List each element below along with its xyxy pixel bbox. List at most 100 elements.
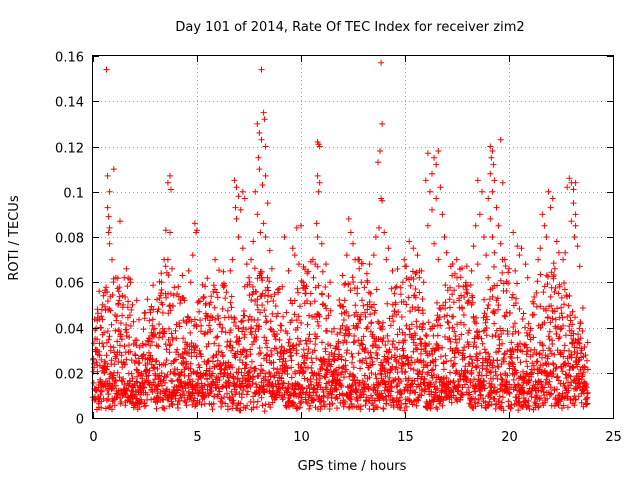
data-point [443, 374, 450, 381]
data-point [582, 352, 589, 359]
data-point [576, 340, 583, 347]
data-point [138, 399, 145, 406]
data-point [174, 366, 181, 373]
data-point [498, 331, 505, 337]
data-point [231, 316, 238, 323]
data-point [225, 406, 231, 413]
data-point [266, 247, 273, 254]
data-point [478, 335, 485, 342]
data-point [472, 395, 479, 402]
data-point [114, 338, 121, 345]
data-point [315, 282, 322, 289]
data-point [556, 334, 563, 340]
data-point [319, 268, 326, 275]
data-point [359, 341, 366, 348]
data-point [304, 350, 311, 357]
data-point [378, 371, 385, 378]
data-point [246, 378, 253, 385]
data-point [93, 359, 100, 366]
data-point [537, 245, 544, 252]
data-point [512, 328, 519, 335]
data-point [186, 343, 193, 350]
data-point [497, 277, 504, 284]
data-point [258, 394, 265, 401]
data-point [257, 309, 263, 316]
data-point [495, 302, 502, 309]
data-point [499, 394, 506, 401]
data-point [104, 204, 111, 211]
data-point [294, 324, 301, 331]
data-point [361, 372, 368, 379]
data-point [425, 369, 432, 376]
data-point [268, 347, 275, 354]
data-point [583, 401, 590, 408]
data-point [554, 305, 561, 312]
data-point [568, 218, 575, 225]
data-point [327, 342, 334, 349]
data-point [272, 303, 279, 309]
data-point [123, 265, 130, 272]
data-point [120, 375, 127, 382]
data-point [97, 387, 104, 394]
data-point [534, 358, 541, 365]
data-point [459, 265, 465, 272]
data-point [354, 324, 361, 331]
data-point [541, 222, 548, 229]
data-point [322, 348, 329, 355]
y-axis-label: ROTI / TECUs [7, 195, 22, 280]
data-point [256, 323, 263, 330]
data-point [409, 401, 416, 408]
data-point [103, 352, 110, 359]
data-point [404, 354, 411, 360]
data-point [189, 252, 196, 259]
data-point [417, 381, 424, 388]
data-point [391, 352, 398, 359]
data-point [429, 351, 436, 358]
data-point [381, 229, 388, 236]
data-point [456, 381, 463, 388]
data-point [380, 319, 386, 326]
data-point [451, 328, 458, 335]
data-point [168, 186, 174, 193]
data-point [229, 344, 236, 351]
data-point [254, 398, 261, 405]
data-point [250, 238, 257, 245]
data-point [360, 333, 367, 340]
data-point [117, 218, 123, 225]
data-point [572, 314, 578, 321]
data-point [336, 364, 342, 371]
data-point [462, 279, 469, 286]
data-point [172, 327, 179, 334]
data-point [435, 148, 442, 154]
data-point [329, 400, 336, 407]
data-point [455, 349, 462, 356]
data-point [102, 405, 109, 412]
data-point [446, 335, 453, 342]
data-point [285, 380, 292, 387]
data-point [252, 328, 259, 335]
data-point [316, 179, 323, 186]
data-point [167, 172, 173, 179]
data-point [164, 256, 171, 263]
data-point [166, 403, 173, 410]
data-point [109, 406, 115, 413]
data-point [288, 364, 295, 371]
data-point [562, 249, 569, 256]
data-point [468, 356, 475, 363]
data-point [350, 364, 357, 371]
data-point [429, 170, 435, 177]
data-point [480, 395, 486, 402]
data-point [164, 179, 171, 186]
data-point [182, 399, 189, 405]
data-point [293, 224, 300, 231]
data-point [530, 300, 537, 307]
data-point [573, 385, 580, 392]
data-point [151, 364, 158, 371]
data-point [470, 243, 477, 250]
data-point [129, 301, 136, 308]
data-point [379, 197, 386, 204]
data-point [133, 297, 140, 304]
data-point [551, 265, 558, 272]
data-point [534, 370, 541, 377]
data-point [564, 184, 571, 191]
